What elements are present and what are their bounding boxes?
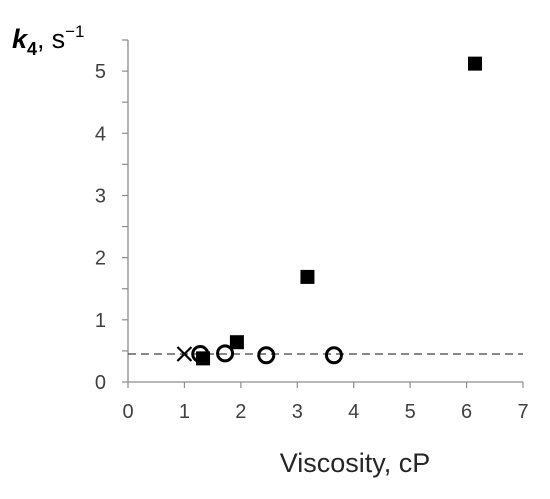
x-axis-title: Viscosity, cP: [280, 448, 431, 478]
y-tick-label: 0: [95, 372, 106, 394]
data-marks: [176, 56, 483, 366]
x-tick-label: 7: [517, 401, 528, 423]
y-tick-label: 2: [95, 248, 106, 270]
x-tick-label: 0: [122, 401, 133, 423]
x-axis-ticks: 0 1 2 3 4 5 6 7: [122, 382, 529, 423]
circle-point: [257, 346, 276, 365]
circle-point: [216, 344, 235, 363]
y-tick-label: 4: [95, 123, 106, 145]
y-axis-unit-exponent: −1: [65, 22, 84, 41]
square-point: [468, 56, 483, 71]
x-tick-label: 4: [348, 401, 359, 423]
circle-point: [191, 345, 210, 364]
circle-point: [324, 346, 343, 365]
y-tick-label: 5: [95, 61, 106, 83]
y-axis-separator: ,: [37, 24, 45, 54]
x-tick-label: 1: [179, 401, 190, 423]
y-axis-title: k4, s−1: [12, 22, 84, 59]
y-axis-subscript: 4: [27, 39, 37, 59]
y-axis-unit: s: [52, 24, 66, 54]
square-point: [300, 269, 315, 284]
x-tick-label: 6: [461, 401, 472, 423]
cross-point: [176, 346, 193, 362]
y-tick-label: 1: [95, 310, 106, 332]
x-tick-label: 2: [235, 401, 246, 423]
y-axis-ticks: 0 1 2 3 4 5: [95, 39, 128, 394]
y-axis-symbol: k: [12, 24, 29, 54]
x-tick-label: 5: [405, 401, 416, 423]
x-tick-label: 3: [292, 401, 303, 423]
y-tick-label: 3: [95, 185, 106, 207]
axes: [127, 40, 523, 383]
square-point: [229, 335, 244, 350]
